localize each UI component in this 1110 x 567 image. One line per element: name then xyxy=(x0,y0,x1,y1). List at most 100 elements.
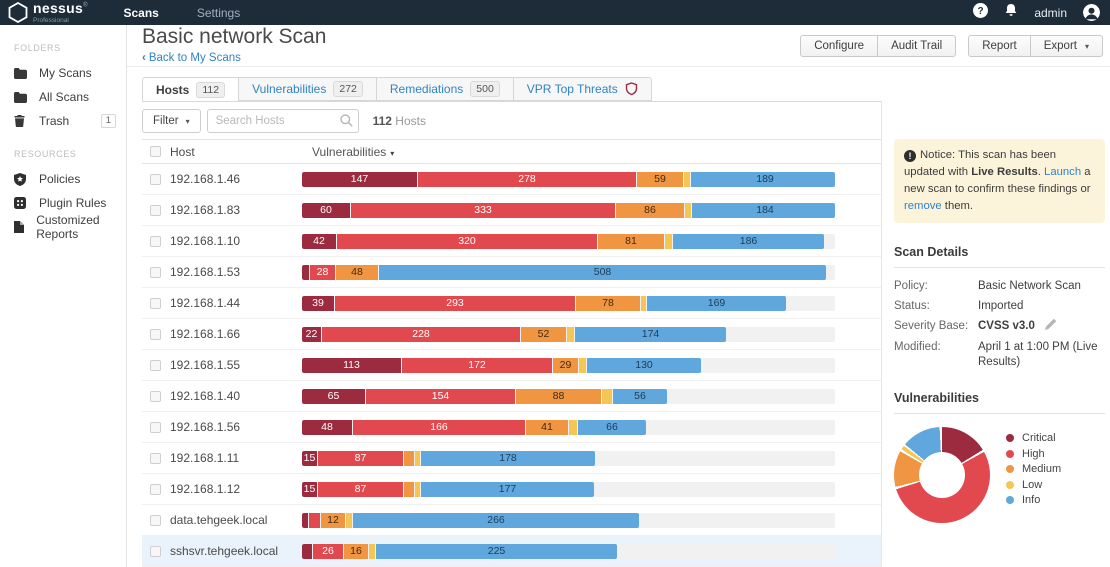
severity-segment-low[interactable] xyxy=(665,233,672,249)
sidebar-item-all-scans[interactable]: All Scans xyxy=(0,87,126,107)
severity-segment-medium[interactable]: 41 xyxy=(526,419,568,435)
host-name[interactable]: 192.168.1.11 xyxy=(170,451,240,465)
host-name[interactable]: 192.168.1.53 xyxy=(170,265,241,279)
severity-segment-critical[interactable]: 48 xyxy=(302,419,352,435)
host-name[interactable]: 192.168.1.10 xyxy=(170,234,241,248)
vulnerability-bar[interactable]: 12 266 xyxy=(302,512,835,528)
vulnerability-bar[interactable]: 15 87 177 xyxy=(302,481,835,497)
severity-segment-critical[interactable]: 15 xyxy=(302,481,317,497)
row-checkbox[interactable] xyxy=(150,359,161,371)
severity-segment-medium[interactable]: 81 xyxy=(598,233,664,249)
severity-segment-critical[interactable]: 42 xyxy=(302,233,336,249)
configure-button[interactable]: Configure xyxy=(800,35,879,57)
severity-segment-low[interactable] xyxy=(415,481,420,497)
host-name[interactable]: 192.168.1.83 xyxy=(170,203,241,217)
row-checkbox[interactable] xyxy=(150,545,161,557)
severity-segment-info[interactable]: 508 xyxy=(379,264,826,280)
table-row[interactable]: 192.168.1.56 48 166 41 66 xyxy=(142,412,881,443)
severity-segment-high[interactable]: 166 xyxy=(353,419,525,435)
severity-segment-info[interactable]: 174 xyxy=(575,326,726,342)
table-row[interactable]: 192.168.1.40 65 154 88 56 xyxy=(142,381,881,412)
table-row[interactable]: 192.168.1.11 15 87 178 xyxy=(142,443,881,474)
host-name[interactable]: data.tehgeek.local xyxy=(170,513,268,527)
nessus-logo[interactable]: nessus® Professional xyxy=(8,1,87,25)
severity-segment-critical[interactable]: 65 xyxy=(302,388,365,404)
vulnerability-bar[interactable]: 26 16 225 xyxy=(302,543,835,559)
row-checkbox[interactable] xyxy=(150,297,161,309)
table-row[interactable]: data.tehgeek.local 12 266 xyxy=(142,505,881,536)
vulnerability-bar[interactable]: 42 320 81 186 xyxy=(302,233,835,249)
table-row[interactable]: 192.168.1.44 39 293 78 169 xyxy=(142,288,881,319)
vulnerability-bar[interactable]: 39 293 78 169 xyxy=(302,295,835,311)
vulnerability-bar[interactable]: 60 333 86 184 xyxy=(302,202,835,218)
severity-segment-info[interactable]: 177 xyxy=(421,481,594,497)
report-button[interactable]: Report xyxy=(968,35,1031,57)
severity-segment-high[interactable]: 28 xyxy=(310,264,335,280)
severity-segment-critical[interactable]: 22 xyxy=(302,326,321,342)
severity-segment-info[interactable]: 225 xyxy=(376,543,617,559)
sidebar-item-my-scans[interactable]: My Scans xyxy=(0,63,126,83)
severity-segment-medium[interactable]: 52 xyxy=(521,326,566,342)
edit-icon[interactable] xyxy=(1044,318,1056,335)
host-name[interactable]: 192.168.1.66 xyxy=(170,327,241,341)
row-checkbox[interactable] xyxy=(150,266,161,278)
vulnerability-bar[interactable]: 147 278 59 189 xyxy=(302,171,835,187)
row-checkbox[interactable] xyxy=(150,328,161,340)
row-checkbox[interactable] xyxy=(150,173,161,185)
sidebar-item-customized-reports[interactable]: Customized Reports xyxy=(0,213,126,241)
host-name[interactable]: 192.168.1.40 xyxy=(170,389,241,403)
row-checkbox[interactable] xyxy=(150,421,161,433)
severity-segment-info[interactable]: 178 xyxy=(421,450,595,466)
severity-segment-high[interactable]: 87 xyxy=(318,450,403,466)
severity-segment-high[interactable]: 172 xyxy=(402,357,552,373)
table-row[interactable]: sshsvr.tehgeek.local 26 16 225 xyxy=(142,536,881,567)
back-to-my-scans-link[interactable]: ‹ Back to My Scans xyxy=(142,52,241,64)
severity-segment-high[interactable] xyxy=(309,512,320,528)
help-icon[interactable]: ? xyxy=(973,2,989,23)
table-row[interactable]: 192.168.1.46 147 278 59 189 xyxy=(142,164,881,195)
audit-trail-button[interactable]: Audit Trail xyxy=(877,35,957,57)
severity-segment-info[interactable]: 130 xyxy=(587,357,701,373)
severity-segment-medium[interactable] xyxy=(404,481,414,497)
severity-segment-critical[interactable]: 113 xyxy=(302,357,401,373)
severity-donut-chart[interactable] xyxy=(894,427,990,524)
table-row[interactable]: 192.168.1.55 113 172 29 130 xyxy=(142,350,881,381)
severity-segment-low[interactable] xyxy=(369,543,375,559)
host-column-header[interactable]: Host xyxy=(170,144,195,159)
severity-segment-info[interactable]: 189 xyxy=(691,171,835,187)
table-row[interactable]: 192.168.1.83 60 333 86 184 xyxy=(142,195,881,226)
search-input[interactable] xyxy=(206,109,359,133)
severity-segment-medium[interactable]: 16 xyxy=(344,543,368,559)
severity-segment-critical[interactable] xyxy=(302,512,308,528)
severity-segment-info[interactable]: 169 xyxy=(647,295,786,311)
severity-segment-low[interactable] xyxy=(415,450,420,466)
host-name[interactable]: sshsvr.tehgeek.local xyxy=(170,544,279,558)
severity-segment-low[interactable] xyxy=(569,419,577,435)
severity-segment-critical[interactable] xyxy=(302,543,312,559)
host-name[interactable]: 192.168.1.12 xyxy=(170,482,241,496)
severity-segment-info[interactable]: 56 xyxy=(613,388,667,404)
host-name[interactable]: 192.168.1.44 xyxy=(170,296,241,310)
table-row[interactable]: 192.168.1.12 15 87 177 xyxy=(142,474,881,505)
table-row[interactable]: 192.168.1.66 22 228 52 174 xyxy=(142,319,881,350)
severity-segment-low[interactable] xyxy=(641,295,646,311)
severity-segment-medium[interactable]: 86 xyxy=(616,202,684,218)
severity-segment-critical[interactable]: 15 xyxy=(302,450,317,466)
tab-remediations[interactable]: Remediations 500 xyxy=(376,77,514,101)
severity-segment-critical[interactable] xyxy=(302,264,309,280)
host-name[interactable]: 192.168.1.56 xyxy=(170,420,241,434)
severity-segment-low[interactable] xyxy=(346,512,352,528)
row-checkbox[interactable] xyxy=(150,483,161,495)
severity-segment-high[interactable]: 154 xyxy=(366,388,515,404)
severity-segment-medium[interactable]: 59 xyxy=(637,171,683,187)
user-name[interactable]: admin xyxy=(1034,5,1067,20)
vulnerability-bar[interactable]: 48 166 41 66 xyxy=(302,419,835,435)
tab-hosts[interactable]: Hosts 112 xyxy=(142,77,240,102)
tab-vulnerabilities[interactable]: Vulnerabilities 272 xyxy=(239,77,377,101)
severity-segment-low[interactable] xyxy=(685,202,691,218)
severity-segment-info[interactable]: 186 xyxy=(673,233,824,249)
export-button[interactable]: Export ▾ xyxy=(1029,35,1103,57)
vulnerability-bar[interactable]: 28 48 508 xyxy=(302,264,835,280)
severity-segment-medium[interactable]: 29 xyxy=(553,357,578,373)
severity-segment-critical[interactable]: 60 xyxy=(302,202,350,218)
